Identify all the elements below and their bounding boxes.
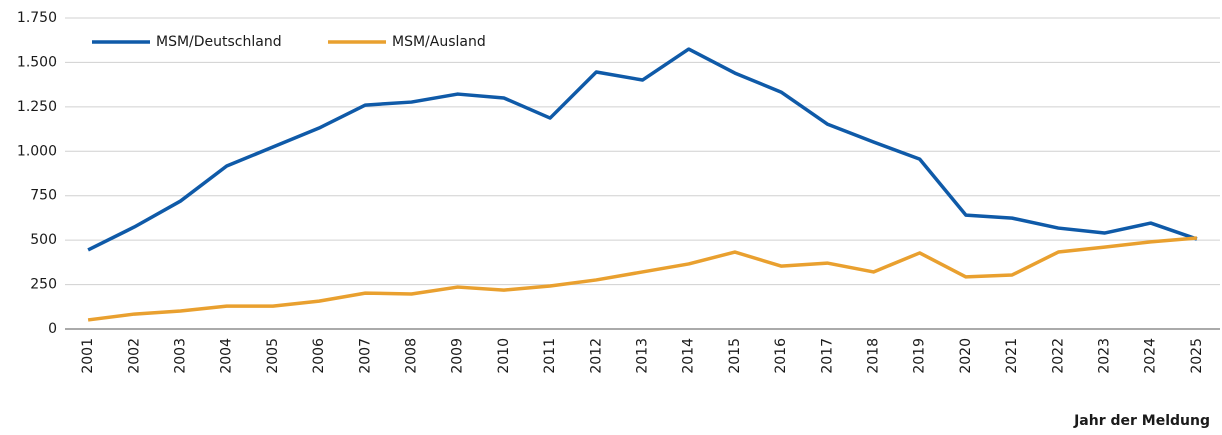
x-tick-label: 2024 — [1143, 338, 1159, 374]
x-tick-label: 2018 — [866, 338, 882, 374]
y-tick-label: 250 — [30, 277, 57, 293]
legend-label: MSM/Ausland — [392, 34, 486, 50]
x-tick-label: 2001 — [80, 338, 96, 374]
x-tick-label: 2017 — [819, 338, 835, 374]
series-line — [87, 47, 1198, 252]
y-tick-label: 1.000 — [17, 143, 57, 159]
x-tick-label: 2008 — [404, 338, 420, 374]
x-tick-label: 2004 — [219, 338, 235, 374]
legend-label: MSM/Deutschland — [156, 34, 282, 50]
x-tick-label: 2019 — [912, 338, 928, 374]
x-tick-label: 2015 — [727, 338, 743, 374]
y-tick-label: 1.750 — [17, 10, 57, 26]
y-tick-label: 1.250 — [17, 99, 57, 115]
y-tick-label: 1.500 — [17, 54, 57, 70]
x-tick-label: 2023 — [1097, 338, 1113, 374]
x-tick-label: 2014 — [681, 338, 697, 374]
x-axis-title: Jahr der Meldung — [1073, 413, 1210, 429]
x-tick-label: 2021 — [1004, 338, 1020, 374]
y-tick-label: 0 — [48, 321, 57, 337]
x-tick-label: 2006 — [311, 338, 327, 374]
series-line — [87, 236, 1198, 322]
x-tick-label: 2011 — [542, 338, 558, 374]
x-tick-label: 2016 — [773, 338, 789, 374]
x-tick-label: 2013 — [635, 338, 651, 374]
x-tick-label: 2005 — [265, 338, 281, 374]
x-tick-label: 2003 — [173, 338, 189, 374]
x-tick-label: 2007 — [357, 338, 373, 374]
x-tick-label: 2009 — [450, 338, 466, 374]
x-tick-label: 2012 — [588, 338, 604, 374]
y-tick-label: 750 — [30, 188, 57, 204]
x-tick-label: 2022 — [1050, 338, 1066, 374]
x-tick-label: 2002 — [126, 338, 142, 374]
x-tick-label: 2020 — [958, 338, 974, 374]
y-tick-label: 500 — [30, 232, 57, 248]
x-tick-label: 2025 — [1189, 338, 1205, 374]
x-tick-label: 2010 — [496, 338, 512, 374]
